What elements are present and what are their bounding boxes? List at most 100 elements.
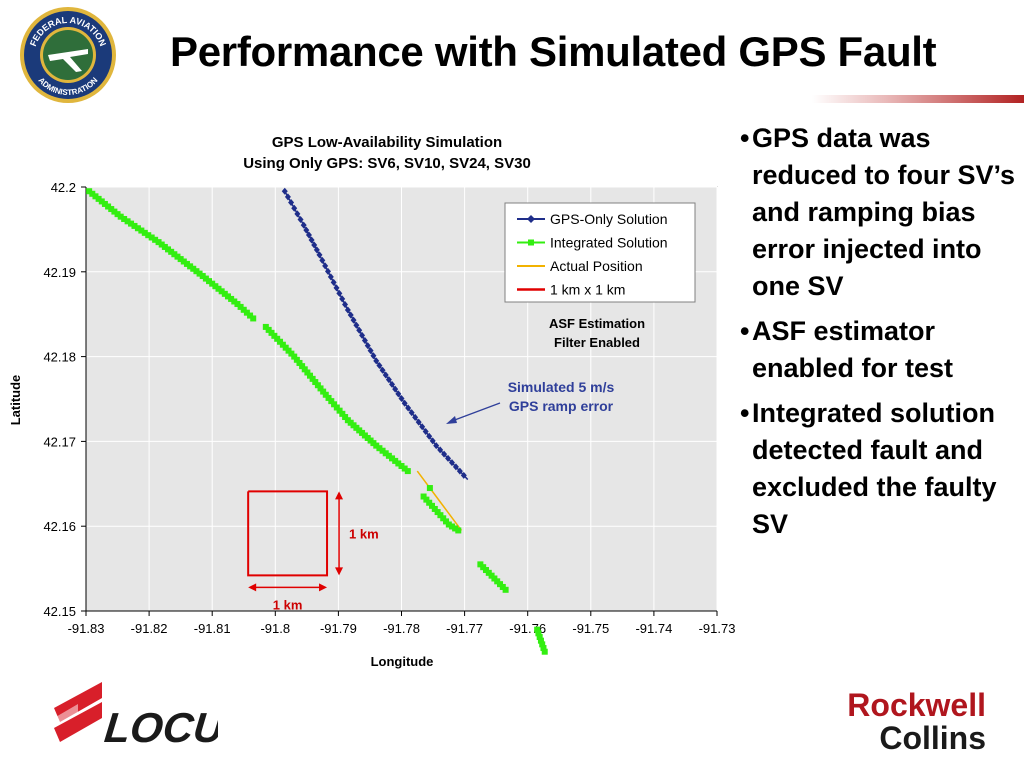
integrated-solution-point — [108, 206, 115, 213]
integrated-solution-point — [145, 232, 152, 239]
y-tick-label: 42.18 — [43, 350, 76, 365]
integrated-solution-point — [237, 303, 244, 310]
gps-only-point — [392, 385, 399, 393]
gps-only-point — [291, 204, 298, 212]
gps-only-point — [398, 395, 405, 403]
gps-only-point — [339, 295, 346, 303]
gps-only-point — [359, 331, 366, 339]
integrated-solution-point — [320, 388, 327, 395]
integrated-solution-point — [114, 211, 121, 218]
gps-only-point — [297, 216, 304, 224]
gps-only-point — [373, 357, 380, 365]
integrated-solution-point — [240, 306, 247, 313]
integrated-solution-point — [392, 457, 399, 464]
integrated-solution-point — [177, 256, 184, 263]
integrated-solution-point — [165, 246, 172, 253]
gps-only-point — [379, 366, 386, 374]
gps-only-point — [322, 262, 329, 270]
gps-only-point — [347, 311, 354, 319]
locus-logo-icon — [54, 682, 102, 742]
integrated-solution-point — [193, 268, 200, 275]
chart-legend: GPS-Only Solution Integrated Solution Actu… — [504, 202, 696, 303]
gps-only-point — [456, 467, 463, 475]
integrated-solution-point — [152, 236, 159, 243]
gps-only-point — [422, 428, 429, 436]
ramp-error-arrowhead — [446, 416, 457, 424]
x-tick-label: -91.77 — [446, 621, 483, 636]
integrated-solution-point — [426, 499, 433, 506]
integrated-solution-point — [537, 637, 544, 644]
x-tick-label: -91.73 — [699, 621, 736, 636]
km-vertical-label: 1 km — [349, 526, 379, 541]
integrated-solution-point — [342, 414, 349, 421]
gps-only-point — [426, 432, 433, 440]
integrated-solution-point — [187, 263, 194, 270]
integrated-solution-point — [455, 527, 462, 534]
integrated-solution-point — [385, 452, 392, 459]
integrated-solution-point — [221, 290, 228, 297]
integrated-solution-point — [247, 312, 254, 319]
integrated-solution-point — [117, 213, 124, 220]
integrated-solution-point — [437, 512, 444, 519]
bullet-item: GPS data was reduced to four SV’s and ra… — [740, 120, 1024, 305]
integrated-solution-point — [404, 468, 411, 475]
km-arrowhead — [335, 491, 344, 500]
gps-only-point — [415, 418, 422, 426]
integrated-solution-point — [161, 243, 168, 250]
integrated-solution-point — [89, 190, 96, 197]
faa-seal-logo: FEDERAL AVIATION ADMINISTRATION — [20, 7, 116, 103]
plot-marks — [86, 187, 548, 655]
gps-only-point — [284, 193, 291, 201]
integrated-solution-point — [382, 450, 389, 457]
gps-only-point — [353, 321, 360, 329]
legend-label: Integrated Solution — [550, 235, 668, 251]
integrated-solution-point — [331, 401, 338, 408]
gps-only-point — [385, 376, 392, 384]
gps-only-point — [300, 221, 307, 229]
integrated-solution-point — [141, 229, 148, 236]
gps-only-point — [319, 256, 326, 264]
integrated-solution-point — [215, 285, 222, 292]
bullet-item: Integrated solution detected fault and e… — [740, 395, 1024, 543]
gps-only-point — [294, 210, 301, 218]
integrated-solution-point — [539, 641, 546, 648]
integrated-solution-point — [196, 270, 203, 277]
x-tick-label: -91.82 — [131, 621, 168, 636]
integrated-solution-point — [243, 309, 250, 316]
integrated-solution-point — [299, 363, 306, 370]
integrated-solution-point — [325, 394, 332, 401]
y-axis-label: Latitude — [8, 375, 23, 426]
x-axis-label: Longitude — [371, 654, 434, 669]
integrated-solution-point — [291, 353, 298, 360]
integrated-solution-point — [228, 295, 235, 302]
locus-logo: LOCUS — [54, 682, 218, 751]
bullet-item: ASF estimator enabled for test — [740, 313, 1024, 387]
integrated-solution-point — [312, 379, 319, 386]
integrated-solution-point — [86, 188, 93, 195]
gps-only-point — [303, 226, 310, 234]
asf-annotation-text: Filter Enabled — [554, 335, 640, 350]
slide-title: Performance with Simulated GPS Fault — [170, 28, 937, 75]
integrated-solution-point — [218, 288, 225, 295]
legend-marker — [527, 215, 535, 223]
integrated-solution-point — [428, 502, 435, 509]
integrated-solution-point — [202, 275, 209, 282]
y-tick-label: 42.15 — [43, 604, 76, 619]
x-tick-label: -91.75 — [572, 621, 609, 636]
integrated-solution-point — [541, 648, 548, 655]
gps-only-point — [389, 380, 396, 388]
integrated-solution-point — [431, 505, 438, 512]
integrated-solution-point — [183, 260, 190, 267]
integrated-solution-point — [452, 525, 459, 532]
integrated-solution-point — [328, 398, 335, 405]
integrated-solution-point — [124, 218, 131, 225]
chart-title: GPS Low-Availability Simulation — [272, 134, 502, 151]
y-tick-label: 42.19 — [43, 265, 76, 280]
integrated-solution-point — [171, 251, 178, 258]
integrated-solution-point — [322, 391, 329, 398]
gps-only-point — [333, 284, 340, 292]
integrated-solution-point — [121, 215, 128, 222]
integrated-solution-point — [296, 359, 303, 366]
integrated-solution-point — [111, 208, 118, 215]
integrated-solution-point — [234, 301, 241, 308]
